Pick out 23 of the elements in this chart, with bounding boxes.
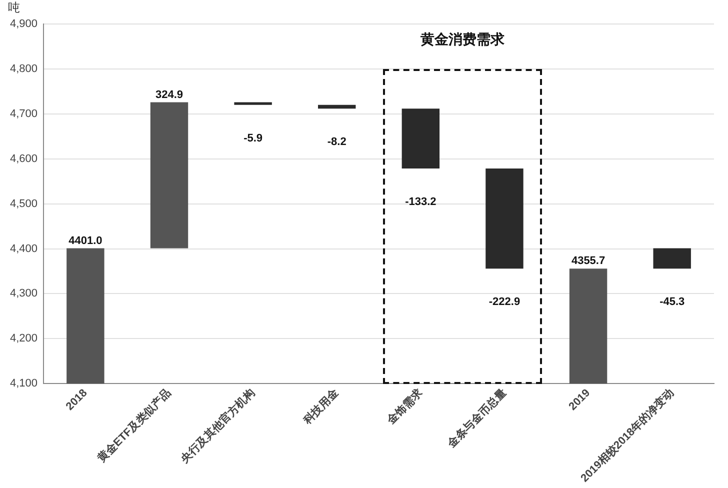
data-label: -5.9 [244,132,263,144]
x-tick-label: 金饰需求 [384,386,426,428]
y-tick-label: 4,300 [10,288,38,300]
y-tick-label: 4,500 [10,198,38,210]
data-label: 4401.0 [68,234,102,247]
data-label: 324.9 [155,88,184,101]
y-tick-label: 4,400 [10,242,38,255]
x-tick-label: 央行及其他官方机构 [177,386,258,466]
annotation: 黄金消费需求 [420,30,505,49]
data-label: -222.9 [488,296,520,308]
data-label: -8.2 [327,136,346,148]
y-tick-label: 4,600 [10,152,38,165]
y-tick-label: 4,100 [10,378,38,390]
y-tick-label: 4,200 [10,332,38,345]
data-label: -133.2 [405,196,436,208]
y-tick-label: 4,900 [10,18,38,30]
y-tick-label: 4,800 [10,62,38,75]
data-label: -45.3 [660,296,685,308]
y-axis-title: 吨 [8,0,20,14]
data-label: 4355.7 [571,255,606,268]
x-tick-label: 金条与金币总量 [444,386,509,451]
y-tick-label: 4,700 [10,108,38,120]
x-tick-label: 科技用金 [300,386,342,428]
